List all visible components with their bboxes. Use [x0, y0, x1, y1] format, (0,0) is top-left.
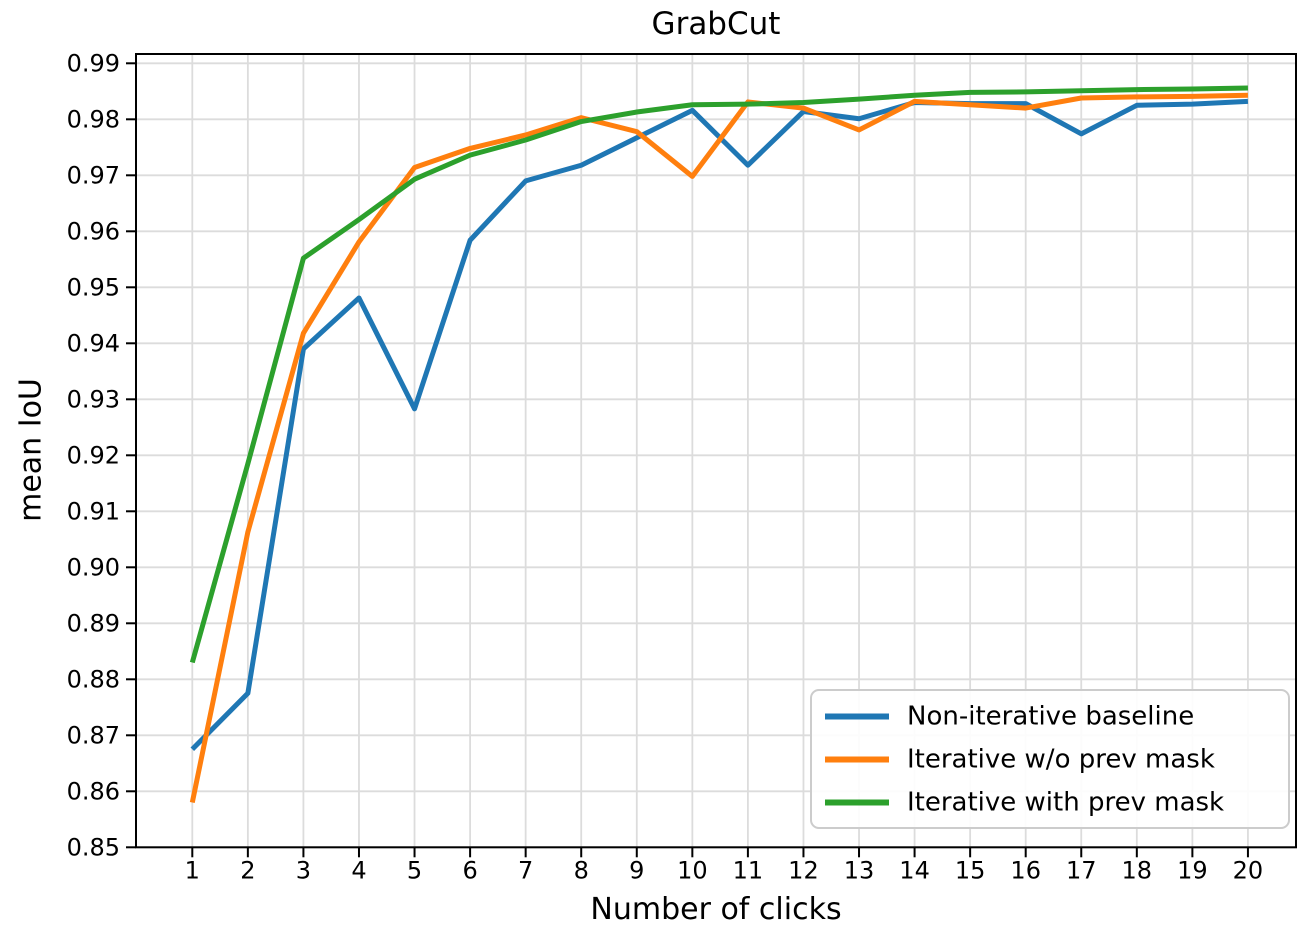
- x-tick-label: 9: [629, 857, 644, 885]
- legend-label: Iterative with prev mask: [907, 788, 1224, 818]
- x-axis-label: Number of clicks: [590, 892, 842, 927]
- x-tick-label: 3: [296, 857, 311, 885]
- x-tick-label: 15: [955, 857, 986, 885]
- y-tick-label: 0.91: [67, 497, 120, 525]
- y-tick-label: 0.94: [67, 329, 120, 357]
- y-tick-label: 0.90: [67, 553, 120, 581]
- y-tick-label: 0.85: [67, 833, 120, 861]
- y-tick-label: 0.99: [67, 49, 120, 77]
- x-tick-label: 20: [1233, 857, 1264, 885]
- x-tick-label: 11: [733, 857, 764, 885]
- x-tick-label: 7: [518, 857, 533, 885]
- series-line-non-iterative-baseline: [190, 98, 1249, 752]
- y-tick-label: 0.89: [67, 609, 120, 637]
- x-tick-label: 6: [462, 857, 477, 885]
- y-tick-label: 0.93: [67, 385, 120, 413]
- y-tick-label: 0.92: [67, 441, 120, 469]
- legend-label: Iterative w/o prev mask: [907, 745, 1215, 775]
- y-tick-label: 0.95: [67, 273, 120, 301]
- x-tick-label: 10: [677, 857, 708, 885]
- x-tick-label: 16: [1010, 857, 1041, 885]
- x-tick-label: 14: [899, 857, 930, 885]
- plot-border: [135, 53, 1297, 849]
- x-tick-label: 18: [1122, 857, 1153, 885]
- y-axis-label: mean IoU: [13, 378, 49, 522]
- legend-label: Non-iterative baseline: [907, 702, 1194, 732]
- x-tick-label: 8: [574, 857, 589, 885]
- y-tick-label: 0.87: [67, 721, 120, 749]
- x-tick-label: 2: [240, 857, 255, 885]
- x-tick-label: 19: [1177, 857, 1208, 885]
- x-tick-label: 12: [788, 857, 819, 885]
- y-tick-label: 0.97: [67, 161, 120, 189]
- chart-title: GrabCut: [651, 6, 781, 42]
- x-tick-label: 13: [844, 857, 875, 885]
- y-tick-label: 0.86: [67, 777, 120, 805]
- x-tick-label: 4: [351, 857, 366, 885]
- legend-box: [810, 689, 1290, 829]
- y-tick-label: 0.98: [67, 105, 120, 133]
- series-line-iterative-with-prev-mask: [189, 85, 1248, 664]
- x-tick-label: 1: [185, 857, 200, 885]
- x-tick-label: 5: [407, 857, 422, 885]
- y-tick-label: 0.96: [67, 217, 120, 245]
- y-tick-label: 0.88: [67, 665, 120, 693]
- series-line-iterative-w-o-prev-mask: [189, 92, 1248, 804]
- x-tick-label: 17: [1066, 857, 1097, 885]
